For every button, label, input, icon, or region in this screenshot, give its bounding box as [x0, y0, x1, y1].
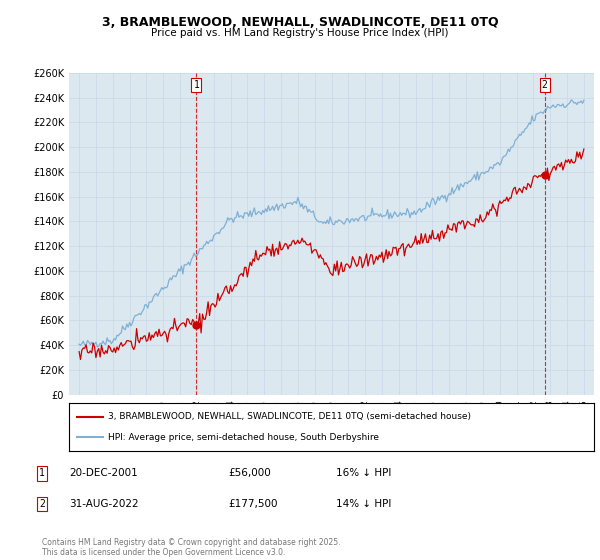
Text: HPI: Average price, semi-detached house, South Derbyshire: HPI: Average price, semi-detached house,… — [109, 433, 379, 442]
Text: 2: 2 — [542, 80, 548, 90]
Text: £177,500: £177,500 — [228, 499, 277, 509]
Text: 3, BRAMBLEWOOD, NEWHALL, SWADLINCOTE, DE11 0TQ (semi-detached house): 3, BRAMBLEWOOD, NEWHALL, SWADLINCOTE, DE… — [109, 412, 472, 421]
Text: 1: 1 — [39, 468, 45, 478]
Text: 2: 2 — [39, 499, 45, 509]
Text: 31-AUG-2022: 31-AUG-2022 — [69, 499, 139, 509]
Text: £56,000: £56,000 — [228, 468, 271, 478]
Text: 1: 1 — [193, 80, 199, 90]
Text: Contains HM Land Registry data © Crown copyright and database right 2025.
This d: Contains HM Land Registry data © Crown c… — [42, 538, 341, 557]
Text: Price paid vs. HM Land Registry's House Price Index (HPI): Price paid vs. HM Land Registry's House … — [151, 28, 449, 38]
Text: 3, BRAMBLEWOOD, NEWHALL, SWADLINCOTE, DE11 0TQ: 3, BRAMBLEWOOD, NEWHALL, SWADLINCOTE, DE… — [101, 16, 499, 29]
Text: 14% ↓ HPI: 14% ↓ HPI — [336, 499, 391, 509]
Text: 16% ↓ HPI: 16% ↓ HPI — [336, 468, 391, 478]
Text: 20-DEC-2001: 20-DEC-2001 — [69, 468, 138, 478]
